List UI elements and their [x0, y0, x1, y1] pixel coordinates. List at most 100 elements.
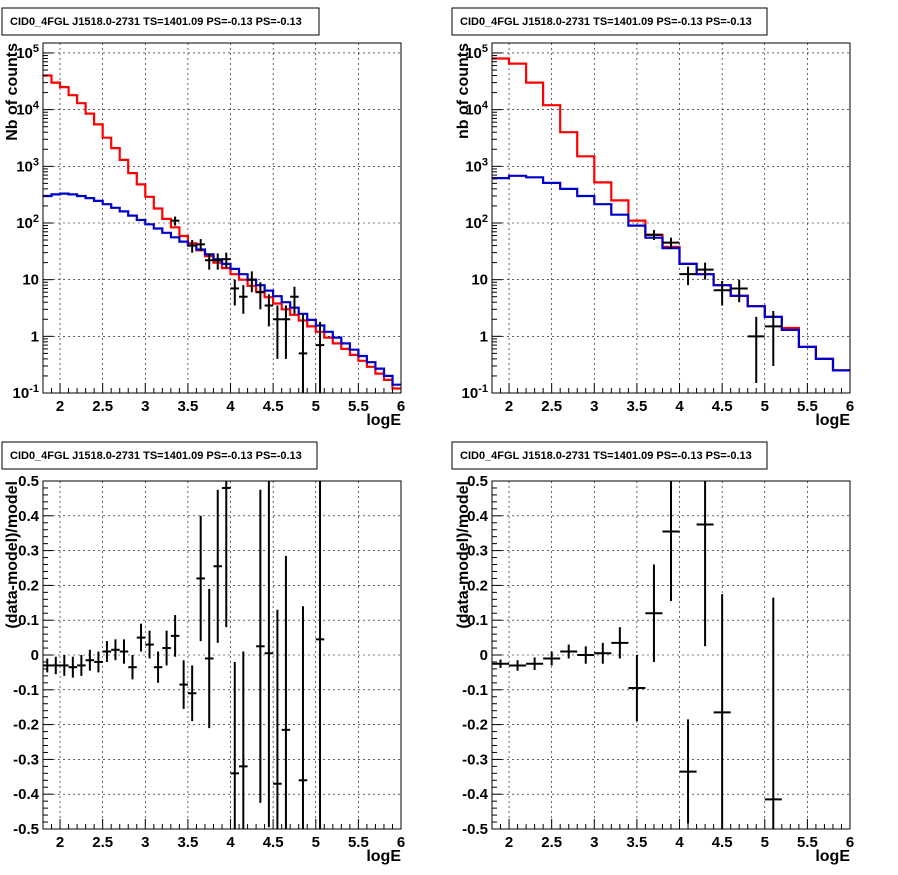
y-tick-label: 103: [16, 156, 39, 175]
x-tick-label: 6: [846, 398, 854, 415]
data-point: [222, 481, 231, 628]
data-point: [239, 651, 248, 829]
data-point: [560, 644, 578, 659]
plot-area: [43, 481, 325, 829]
data-point: [679, 266, 697, 286]
chart-title-box: [451, 7, 768, 36]
data-point: [679, 719, 697, 824]
y-tick-label: -0.3: [13, 751, 39, 768]
x-tick-label: 4: [675, 834, 684, 851]
data-point: [213, 489, 222, 643]
x-tick-label: 5: [761, 398, 769, 415]
y-tick-label: -0.2: [13, 717, 39, 734]
data-point: [645, 230, 663, 241]
plot-area: [492, 481, 782, 829]
plot-frame: [42, 480, 402, 830]
x-tick-label: 2: [56, 398, 64, 415]
data-point: [509, 660, 527, 671]
y-tick-label: 10-1: [13, 383, 39, 402]
data-point: [577, 646, 595, 664]
y-tick-label: 105: [465, 43, 488, 62]
x-tick-label: 5: [761, 834, 769, 851]
data-point: [145, 630, 154, 659]
y-tick-label: 103: [465, 156, 488, 175]
x-tick-label: 4.5: [712, 834, 733, 851]
data-point: [60, 655, 69, 676]
data-point: [492, 659, 510, 668]
x-tick-label: 6: [397, 834, 405, 851]
series-step-2: [43, 192, 401, 386]
y-axis-label: (data-model)/model: [4, 481, 21, 629]
y-tick-label: 105: [16, 43, 39, 62]
data-point: [239, 285, 248, 314]
y-tick-label: 0.3: [467, 543, 488, 560]
data-point: [730, 279, 748, 303]
chart-title: CID0_4FGL J1518.0-2731 TS=1401.09 PS=-0.…: [10, 450, 302, 462]
x-tick-label: 2.5: [541, 834, 562, 851]
data-point: [281, 305, 291, 359]
plot-area: [43, 74, 401, 393]
y-tick-label: 10-1: [462, 383, 488, 402]
y-tick-label: 104: [16, 100, 40, 119]
data-point: [247, 271, 257, 293]
data-point: [315, 481, 325, 829]
data-point: [196, 239, 205, 252]
data-point: [628, 655, 646, 722]
x-tick-label: 4: [226, 398, 235, 415]
chart-title: CID0_4FGL J1518.0-2731 TS=1401.09 PS=-0.…: [460, 16, 752, 28]
y-tick-label: -0.5: [13, 821, 39, 838]
gridlines: [492, 43, 850, 393]
x-tick-label: 3: [590, 398, 598, 415]
data-point: [256, 489, 265, 803]
x-tick-label: 5.5: [797, 398, 818, 415]
y-tick-label: 0.2: [18, 577, 39, 594]
y-tick-label: -0.2: [462, 717, 488, 734]
data-point: [230, 661, 240, 829]
data-point: [281, 555, 291, 829]
data-point: [526, 657, 544, 670]
y-tick-label: -0.4: [462, 786, 489, 803]
x-tick-label: 2: [505, 398, 513, 415]
data-point: [273, 609, 282, 829]
x-tick-label: 6: [397, 398, 405, 415]
data-point: [273, 305, 282, 359]
data-point: [256, 282, 265, 310]
data-point: [187, 665, 197, 722]
data-point: [264, 481, 274, 828]
chart-title: CID0_4FGL J1518.0-2731 TS=1401.09 PS=-0.…: [460, 450, 752, 462]
chart-title-box: [1, 441, 318, 470]
data-point: [187, 240, 197, 253]
data-point: [662, 237, 680, 249]
y-tick-label: -0.5: [462, 821, 488, 838]
chart-panel-4: CID0_4FGL J1518.0-2731 TS=1401.09 PS=-0.…: [451, 441, 854, 865]
x-tick-label: 3.5: [177, 398, 198, 415]
x-axis-label: logE: [815, 412, 850, 429]
plot-frame: [42, 42, 402, 394]
x-tick-label: 5.5: [797, 834, 818, 851]
y-tick-label: 10: [471, 272, 488, 289]
data-point: [102, 641, 112, 662]
x-tick-label: 5: [312, 834, 320, 851]
x-tick-label: 4.5: [712, 398, 733, 415]
data-point: [162, 630, 171, 666]
data-point: [85, 649, 95, 671]
x-tick-label: 3.5: [626, 834, 647, 851]
data-point: [696, 481, 714, 647]
data-point: [713, 594, 731, 829]
chart-panel-1: CID0_4FGL J1518.0-2731 TS=1401.09 PS=-0.…: [1, 7, 405, 429]
data-point: [77, 655, 86, 676]
x-tick-label: 5.5: [348, 398, 369, 415]
y-tick-label: 10: [22, 272, 39, 289]
data-point: [111, 639, 120, 661]
data-point: [222, 252, 231, 269]
y-tick-label: 0.2: [467, 577, 488, 594]
x-tick-label: 3: [141, 398, 149, 415]
x-tick-label: 2: [56, 834, 64, 851]
y-tick-label: 1: [31, 328, 39, 345]
data-point: [298, 313, 308, 393]
gridlines: [43, 481, 401, 829]
y-axis-label: (data-model)/model: [455, 481, 472, 629]
x-tick-label: 2: [505, 834, 513, 851]
y-tick-label: -0.1: [462, 682, 488, 699]
chart-panel-2: CID0_4FGL J1518.0-2731 TS=1401.09 PS=-0.…: [451, 7, 854, 429]
